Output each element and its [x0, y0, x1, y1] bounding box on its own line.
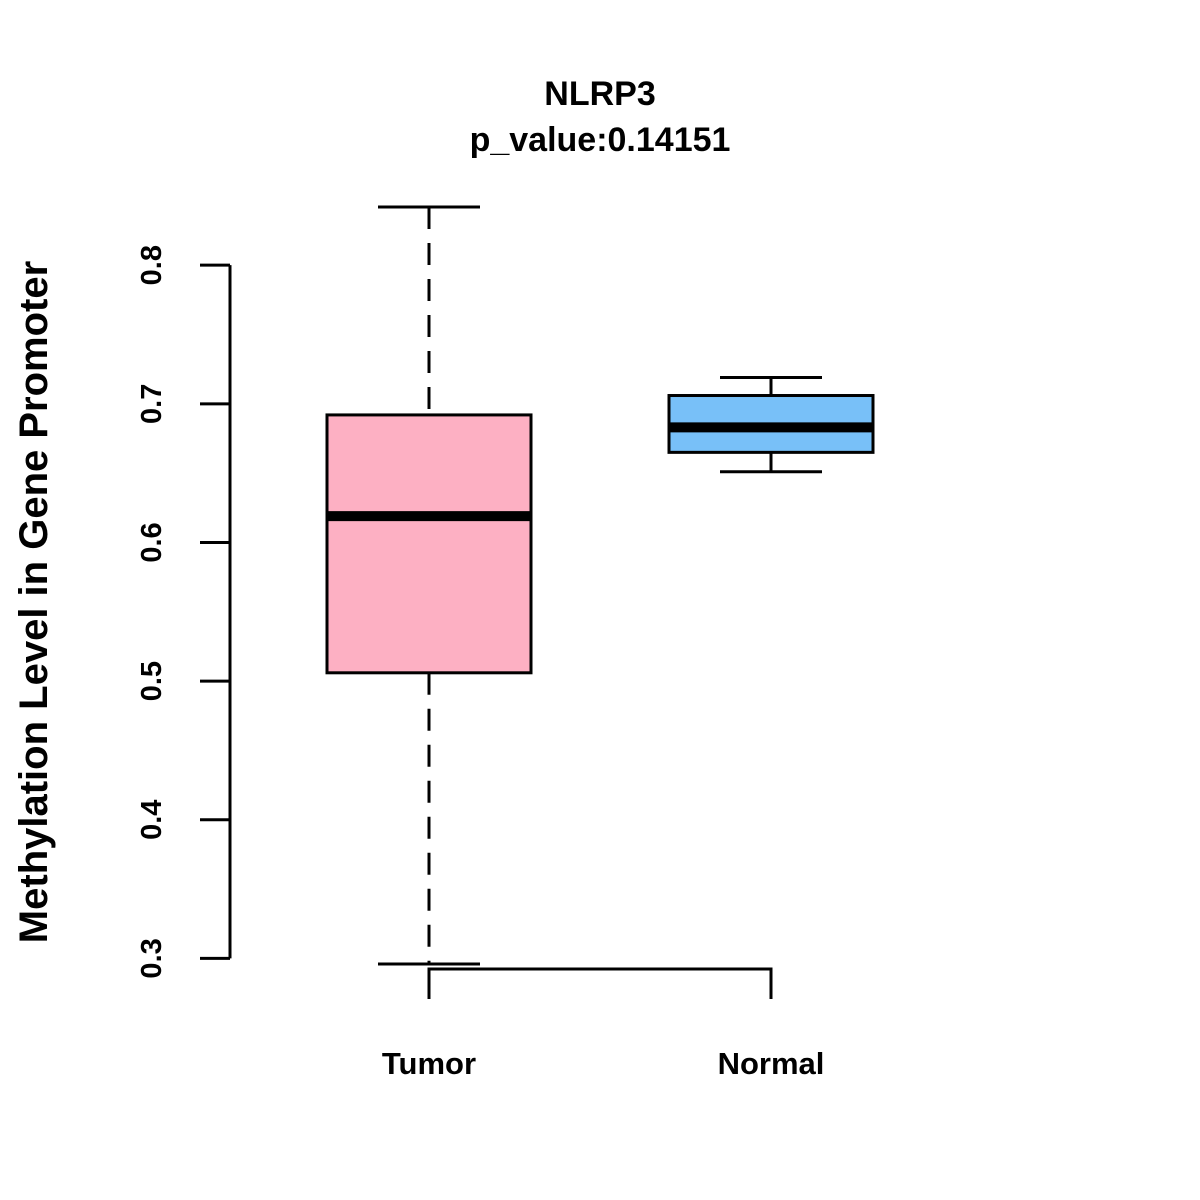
y-tick-label: 0.5: [136, 661, 168, 701]
y-tick-label: 0.6: [136, 522, 168, 562]
box-normal: [667, 375, 875, 474]
chart-subtitle: p_value:0.14151: [470, 121, 731, 159]
comparison-bracket: [427, 967, 773, 999]
y-tick-label: 0.4: [136, 800, 168, 840]
y-axis: 0.3 0.4 0.5 0.6 0.7 0.8: [136, 245, 232, 979]
box-tumor: [325, 205, 533, 966]
box-body: [325, 413, 533, 675]
x-category-label: Tumor: [382, 1046, 476, 1081]
y-axis-label: Methylation Level in Gene Promoter: [12, 261, 56, 943]
bracket-line: [427, 967, 773, 999]
chart-title: NLRP3: [544, 75, 655, 113]
y-tick-label: 0.3: [136, 938, 168, 978]
y-tick-label: 0.8: [136, 245, 168, 285]
x-axis-labels: Tumor Normal: [382, 1046, 824, 1081]
x-category-label: Normal: [718, 1046, 825, 1081]
y-tick-label: 0.7: [136, 384, 168, 424]
boxes-group: [325, 205, 875, 966]
